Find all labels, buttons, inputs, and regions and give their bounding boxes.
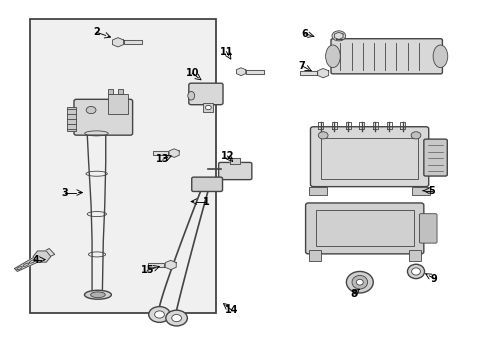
Bar (118, 89, 123, 94)
Polygon shape (148, 263, 164, 267)
Text: 9: 9 (431, 274, 438, 284)
Polygon shape (153, 151, 168, 155)
Circle shape (318, 132, 328, 139)
Polygon shape (169, 149, 179, 157)
Ellipse shape (412, 268, 420, 275)
Text: 15: 15 (141, 265, 154, 275)
Polygon shape (318, 68, 329, 78)
Text: 8: 8 (350, 289, 357, 299)
Circle shape (155, 311, 164, 318)
Text: 11: 11 (220, 46, 233, 57)
Polygon shape (15, 248, 55, 271)
Circle shape (166, 310, 187, 326)
FancyBboxPatch shape (306, 203, 424, 254)
Polygon shape (335, 32, 343, 40)
Bar (412, 187, 430, 195)
Text: 7: 7 (299, 61, 306, 71)
Polygon shape (113, 38, 123, 47)
Bar (67, 107, 76, 131)
Bar (310, 187, 327, 195)
Polygon shape (300, 71, 317, 75)
Bar (309, 250, 321, 261)
Circle shape (86, 107, 96, 114)
Ellipse shape (91, 292, 105, 298)
Polygon shape (124, 40, 142, 44)
Text: 14: 14 (225, 305, 239, 315)
Bar (108, 89, 113, 94)
FancyBboxPatch shape (219, 162, 252, 180)
Text: 1: 1 (202, 197, 209, 207)
Ellipse shape (346, 271, 373, 293)
FancyBboxPatch shape (189, 83, 223, 105)
Text: 5: 5 (428, 186, 435, 196)
Circle shape (205, 105, 211, 110)
Polygon shape (246, 69, 264, 74)
Ellipse shape (84, 290, 111, 299)
Ellipse shape (433, 45, 448, 68)
Bar (30, 19, 216, 313)
Circle shape (149, 307, 170, 322)
Ellipse shape (352, 275, 368, 289)
Text: 4: 4 (33, 255, 40, 265)
FancyBboxPatch shape (192, 177, 222, 192)
Circle shape (332, 31, 345, 41)
Ellipse shape (356, 279, 363, 285)
Bar (316, 211, 414, 246)
Polygon shape (237, 68, 246, 76)
FancyBboxPatch shape (419, 214, 437, 243)
Text: 2: 2 (93, 27, 100, 37)
FancyBboxPatch shape (311, 127, 429, 186)
Circle shape (172, 315, 181, 321)
Bar (203, 103, 213, 112)
Ellipse shape (408, 264, 424, 279)
Bar (409, 250, 421, 261)
Bar (108, 94, 128, 114)
Polygon shape (230, 158, 240, 164)
Text: 13: 13 (156, 154, 170, 164)
Bar (321, 138, 418, 179)
Text: 3: 3 (62, 188, 69, 198)
FancyBboxPatch shape (331, 39, 442, 74)
Text: 10: 10 (186, 68, 199, 78)
Polygon shape (165, 260, 176, 270)
FancyBboxPatch shape (74, 99, 133, 135)
Polygon shape (33, 251, 51, 262)
Circle shape (411, 132, 421, 139)
Text: 6: 6 (301, 29, 308, 39)
Ellipse shape (188, 91, 195, 100)
FancyBboxPatch shape (424, 139, 447, 176)
Text: 12: 12 (220, 151, 234, 161)
Ellipse shape (326, 45, 340, 68)
